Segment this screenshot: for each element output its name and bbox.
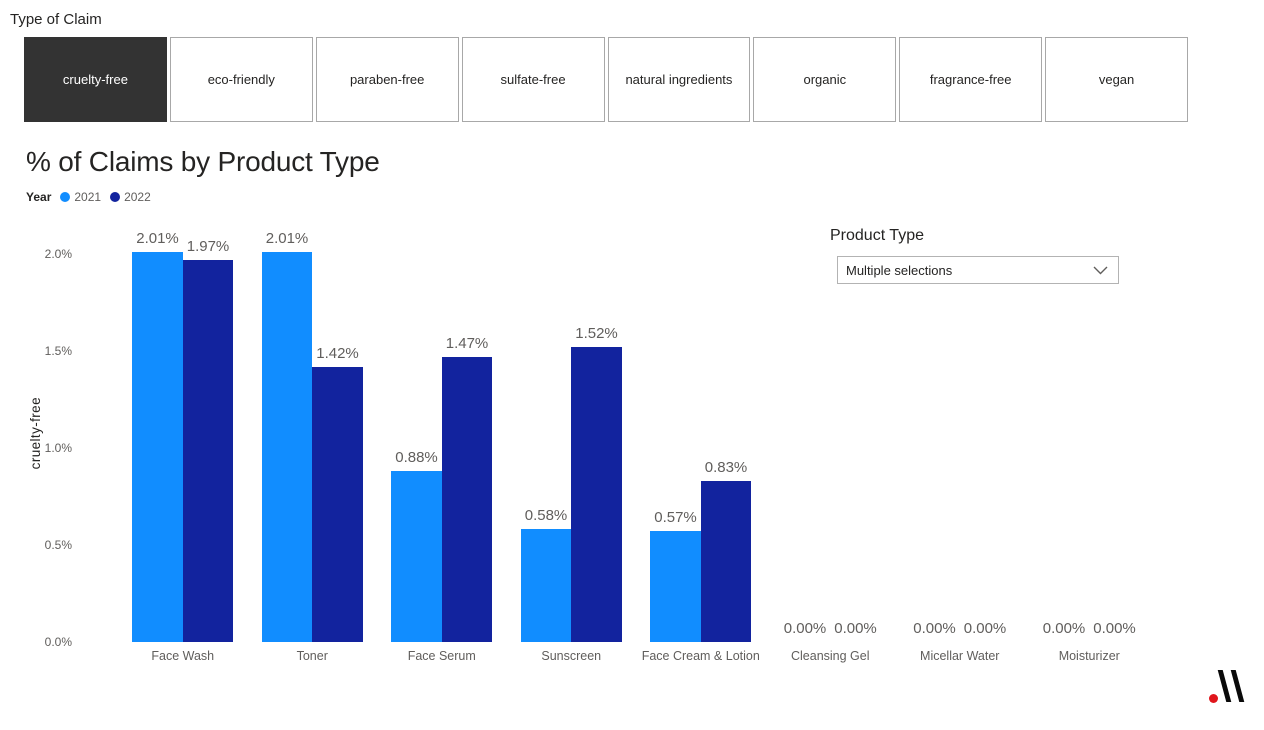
- category-group-face-wash: 2.01% 1.97% Face Wash: [118, 225, 248, 663]
- x-axis-label: Face Wash: [151, 649, 215, 663]
- bar-2022[interactable]: [441, 356, 493, 642]
- x-axis-label: Sunscreen: [541, 649, 602, 663]
- logo-stroke-icon: [1230, 670, 1245, 702]
- x-axis-label: Moisturizer: [1058, 649, 1120, 663]
- legend-dot-icon: [110, 191, 121, 202]
- bar-value-label: 0.00%: [913, 620, 956, 637]
- filter-option-cruelty-free[interactable]: cruelty-free: [24, 37, 167, 122]
- dropdown-selected-value: Multiple selections: [846, 262, 953, 278]
- bar-value-label: 1.97%: [186, 237, 230, 255]
- category-group-face-serum: 0.88% 1.47% Face Serum: [377, 225, 507, 663]
- bar-value-label: 0.00%: [1093, 620, 1136, 637]
- logo-dot-icon: [1209, 694, 1218, 703]
- y-axis-ticks: 0.0% 0.5% 1.0% 1.5% 2.0%: [30, 225, 72, 649]
- legend-label: 2021: [74, 189, 102, 204]
- bar-value-label: 0.58%: [524, 507, 568, 525]
- bar-value-label: 0.00%: [783, 620, 827, 637]
- bar-value-label: 2.01%: [136, 230, 179, 248]
- bar-value-label: 2.01%: [265, 230, 309, 248]
- legend-item-2021[interactable]: 2021: [60, 190, 101, 204]
- filter-option-sulfate-free[interactable]: sulfate-free: [461, 37, 605, 122]
- x-axis-label: Cleansing Gel: [790, 649, 870, 663]
- x-axis-label: Toner: [296, 649, 328, 663]
- category-group-sunscreen: 0.58% 1.52% Sunscreen: [507, 225, 637, 663]
- legend-label: 2022: [124, 189, 151, 204]
- x-axis-label: Face Serum: [407, 649, 476, 663]
- category-group-cleansing-gel: 0.00% 0.00% Cleansing Gel: [766, 225, 896, 663]
- chevron-down-icon: [1093, 266, 1108, 275]
- bar-value-label: 1.47%: [445, 334, 489, 352]
- bar-2021[interactable]: [520, 529, 572, 642]
- bar-2021[interactable]: [261, 252, 313, 642]
- claim-filter-row: cruelty-free eco-friendly paraben-free sulf…: [24, 37, 1188, 122]
- category-group-moisturizer: 0.00% 0.00% Moisturizer: [1025, 225, 1155, 663]
- bar-value-label: 0.83%: [704, 458, 748, 476]
- filter-title: Type of Claim: [10, 11, 102, 28]
- y-axis-tick: 0.5%: [44, 538, 72, 552]
- legend-dot-icon: [60, 191, 71, 202]
- chart-plot: 2.01% 1.97% Face Wash 2.01% 1.42% Toner 0.88% 1…: [118, 225, 1155, 663]
- y-axis-tick: 0.0%: [44, 635, 72, 649]
- bar-value-label: 1.52%: [575, 325, 618, 343]
- x-axis-label: Micellar Water: [920, 649, 1000, 663]
- bar-value-label: 0.00%: [1042, 620, 1086, 637]
- bar-value-label: 0.00%: [834, 620, 877, 637]
- filter-option-vegan[interactable]: vegan: [1045, 37, 1188, 122]
- chart-legend: Year 2021 2022: [26, 189, 151, 204]
- product-type-label: Product Type: [830, 227, 924, 244]
- chart-title: % of Claims by Product Type: [26, 146, 380, 177]
- legend-title: Year: [26, 189, 52, 204]
- bar-2021[interactable]: [391, 471, 442, 642]
- logo-stroke-icon: [1217, 670, 1232, 702]
- bar-value-label: 1.42%: [316, 344, 359, 362]
- bar-2022[interactable]: [182, 259, 234, 642]
- bar-2021[interactable]: [650, 531, 701, 642]
- category-group-toner: 2.01% 1.42% Toner: [248, 225, 378, 663]
- filter-option-eco-friendly[interactable]: eco-friendly: [169, 37, 313, 122]
- chart-legend-items: 2021 2022: [60, 189, 151, 204]
- x-axis-label: Face Cream & Lotion: [641, 649, 760, 663]
- category-group-micellar-water: 0.00% 0.00% Micellar Water: [895, 225, 1025, 663]
- y-axis-tick: 2.0%: [44, 247, 72, 261]
- filter-option-natural-ingredients[interactable]: natural ingredients: [607, 37, 751, 122]
- bar-2022[interactable]: [571, 347, 622, 642]
- filter-option-organic[interactable]: organic: [753, 37, 897, 122]
- bar-value-label: 0.88%: [395, 449, 438, 467]
- bar-2022[interactable]: [312, 366, 363, 642]
- y-axis-tick: 1.0%: [44, 441, 72, 455]
- filter-option-fragrance-free[interactable]: fragrance-free: [899, 37, 1043, 122]
- y-axis-tick: 1.5%: [44, 344, 72, 358]
- bar-value-label: 0.57%: [654, 509, 697, 527]
- product-type-dropdown[interactable]: Multiple selections: [837, 256, 1119, 284]
- bar-value-label: 0.00%: [963, 620, 1007, 637]
- brand-logo: [1206, 668, 1254, 712]
- filter-option-paraben-free[interactable]: paraben-free: [315, 37, 459, 122]
- legend-item-2022[interactable]: 2022: [110, 190, 151, 204]
- category-group-face-cream-lotion: 0.57% 0.83% Face Cream & Lotion: [636, 225, 766, 663]
- bar-2021[interactable]: [132, 252, 183, 642]
- bar-2022[interactable]: [700, 480, 752, 642]
